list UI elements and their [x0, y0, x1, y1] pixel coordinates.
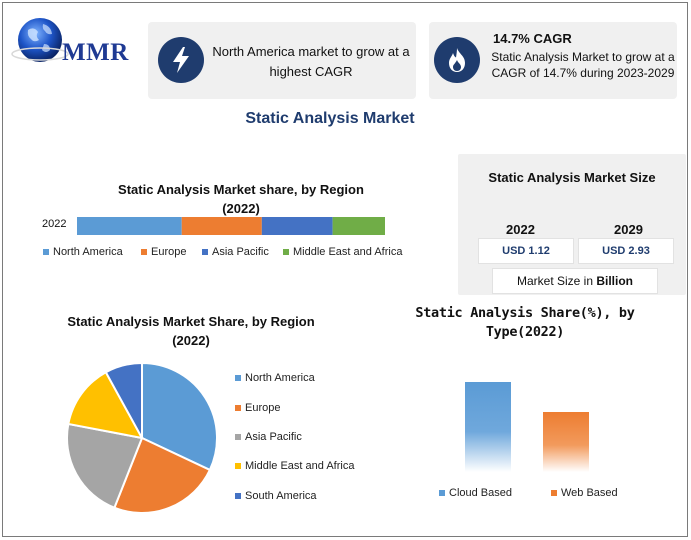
unit-bold: Billion	[596, 274, 634, 288]
legend-swatch-europe	[141, 249, 147, 255]
market-size-unit: Market Size in Billion	[492, 268, 658, 294]
pie-slice-south-america	[104, 361, 143, 439]
legend-swatch-asia-pacific	[202, 249, 208, 255]
market-size-year-2022: 2022	[506, 222, 535, 237]
pie-legend-south-america: South America	[235, 490, 317, 502]
lightning-bolt-icon	[158, 37, 204, 83]
bar-category-label: 2022	[42, 218, 67, 230]
type-legend-cloud-based: Cloud Based	[439, 487, 512, 499]
type-legend-swatch	[551, 490, 557, 496]
pie-legend-asia-pacific: Asia Pacific	[235, 431, 302, 443]
legend-label: Middle East and Africa	[293, 246, 403, 258]
market-size-year-2029: 2029	[614, 222, 643, 237]
type-bar-chart	[465, 382, 589, 472]
legend-swatch-mea	[283, 249, 289, 255]
mmr-logo: MMR	[10, 10, 140, 70]
highlight-text: North America market to grow at a highes…	[212, 44, 410, 79]
pie-slice-europe	[113, 436, 212, 514]
type-bar-cloud-based	[465, 382, 511, 472]
globe-icon	[11, 18, 69, 62]
pie-legend-swatch	[235, 493, 241, 499]
type-legend-web-based: Web Based	[551, 487, 618, 499]
pie-legend-north-america: North America	[235, 372, 315, 384]
legend-label: Europe	[151, 246, 187, 258]
region-pie-chart	[66, 361, 218, 514]
legend-label: Asia Pacific	[212, 246, 269, 258]
pie-slice-north-america	[141, 361, 218, 472]
type-bar-web-based	[543, 412, 589, 472]
legend-north-america: North America	[43, 246, 123, 258]
pie-legend-label: North America	[245, 372, 315, 384]
pie-legend-swatch	[235, 463, 241, 469]
region-stacked-bar	[77, 217, 385, 235]
pie-legend-label: Asia Pacific	[245, 431, 302, 443]
legend-asia-pacific: Asia Pacific	[202, 246, 269, 258]
bar-segment-middle-east-and-africa	[332, 217, 385, 235]
pie-legend-label: Europe	[245, 402, 281, 414]
region-pie-chart-title: Static Analysis Market Share, by Region …	[67, 314, 315, 348]
market-size-title: Static Analysis Market Size	[488, 170, 656, 185]
legend-swatch-north-america	[43, 249, 49, 255]
pie-legend-europe: Europe	[235, 402, 280, 414]
cagr-title: 14.7% CAGR	[493, 31, 572, 46]
cagr-text: Static Analysis Market to grow at a CAGR…	[491, 50, 675, 80]
bar-segment-north-america	[77, 217, 182, 235]
pie-legend-swatch	[235, 405, 241, 411]
bar-segment-asia-pacific	[261, 217, 333, 235]
pie-legend-label: South America	[245, 490, 317, 502]
type-legend-label: Cloud Based	[449, 487, 512, 499]
type-legend-swatch	[439, 490, 445, 496]
legend-mea: Middle East and Africa	[283, 246, 402, 258]
legend-label: North America	[53, 246, 123, 258]
logo-text: MMR	[62, 39, 129, 66]
pie-slice-middle-east-and-africa	[67, 370, 144, 440]
market-size-card: Static Analysis Market Size 2022 2029 US…	[458, 154, 686, 295]
market-size-value-2029: USD 2.93	[578, 238, 674, 264]
highlight-card-north-america: North America market to grow at a highes…	[148, 22, 416, 99]
bar-segment-europe	[181, 217, 262, 235]
pie-legend-mea: Middle East and Africa	[235, 460, 354, 472]
unit-prefix: Market Size in	[516, 274, 597, 288]
market-size-value-2022: USD 1.12	[478, 238, 574, 264]
flame-icon	[434, 37, 480, 83]
legend-europe: Europe	[141, 246, 186, 258]
page-title: Static Analysis Market	[245, 110, 415, 127]
pie-legend-swatch	[235, 434, 241, 440]
type-bar-chart-title: Static Analysis Share(%), by Type(2022)	[415, 305, 635, 340]
pie-legend-swatch	[235, 375, 241, 381]
pie-legend-label: Middle East and Africa	[245, 460, 355, 472]
region-bar-chart-title: Static Analysis Market share, by Region …	[118, 182, 364, 216]
pie-slice-asia-pacific	[66, 422, 144, 510]
type-legend-label: Web Based	[561, 487, 618, 499]
highlight-card-cagr: 14.7% CAGR Static Analysis Market to gro…	[429, 22, 677, 99]
